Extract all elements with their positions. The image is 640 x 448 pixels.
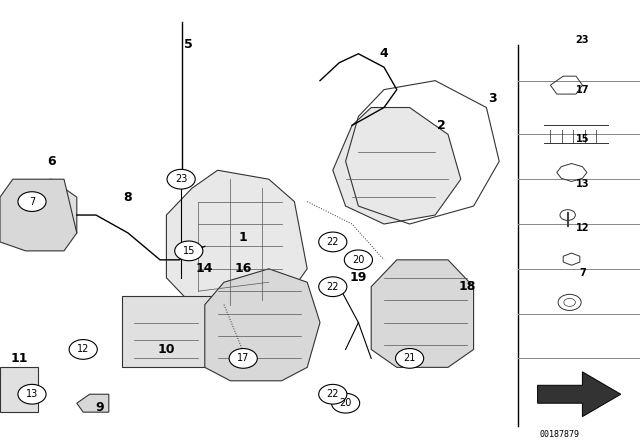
Text: 3: 3 (488, 92, 497, 105)
Text: 7: 7 (29, 197, 35, 207)
Text: 23: 23 (575, 35, 589, 45)
Polygon shape (0, 179, 77, 251)
Text: 2: 2 (437, 119, 446, 132)
Circle shape (229, 349, 257, 368)
Text: 13: 13 (26, 389, 38, 399)
Circle shape (18, 192, 46, 211)
Circle shape (18, 384, 46, 404)
Circle shape (69, 340, 97, 359)
Text: 21: 21 (403, 353, 416, 363)
Text: 23: 23 (175, 174, 188, 184)
Circle shape (319, 384, 347, 404)
Text: 13: 13 (575, 179, 589, 189)
Polygon shape (205, 269, 320, 381)
Text: 20: 20 (339, 398, 352, 408)
Text: 10: 10 (157, 343, 175, 356)
Text: 17: 17 (575, 85, 589, 95)
Polygon shape (77, 394, 109, 412)
Text: 17: 17 (237, 353, 250, 363)
Text: 22: 22 (326, 389, 339, 399)
Text: 8: 8 (124, 190, 132, 204)
Text: 6: 6 (47, 155, 56, 168)
Text: 12: 12 (77, 345, 90, 354)
Circle shape (167, 169, 195, 189)
Text: 22: 22 (326, 237, 339, 247)
Circle shape (319, 232, 347, 252)
Text: 11: 11 (10, 352, 28, 365)
Text: 18: 18 (458, 280, 476, 293)
Circle shape (319, 277, 347, 297)
Text: 19: 19 (349, 271, 367, 284)
Text: 14: 14 (196, 262, 214, 276)
FancyBboxPatch shape (0, 367, 38, 412)
Text: 00187879: 00187879 (540, 430, 580, 439)
Polygon shape (538, 372, 621, 417)
Text: 9: 9 (95, 401, 104, 414)
Text: 15: 15 (575, 134, 589, 144)
Polygon shape (13, 179, 77, 242)
Circle shape (344, 250, 372, 270)
Text: 7: 7 (579, 268, 586, 278)
Text: 1: 1 (239, 231, 248, 244)
Text: 12: 12 (575, 224, 589, 233)
Polygon shape (166, 170, 307, 314)
Text: 22: 22 (326, 282, 339, 292)
Text: 15: 15 (182, 246, 195, 256)
Text: 5: 5 (184, 38, 193, 52)
Text: 20: 20 (352, 255, 365, 265)
Text: 16: 16 (234, 262, 252, 276)
Polygon shape (333, 108, 461, 224)
Text: 4: 4 (380, 47, 388, 60)
Polygon shape (371, 260, 474, 367)
Circle shape (332, 393, 360, 413)
FancyBboxPatch shape (122, 296, 211, 367)
Circle shape (396, 349, 424, 368)
Circle shape (175, 241, 203, 261)
